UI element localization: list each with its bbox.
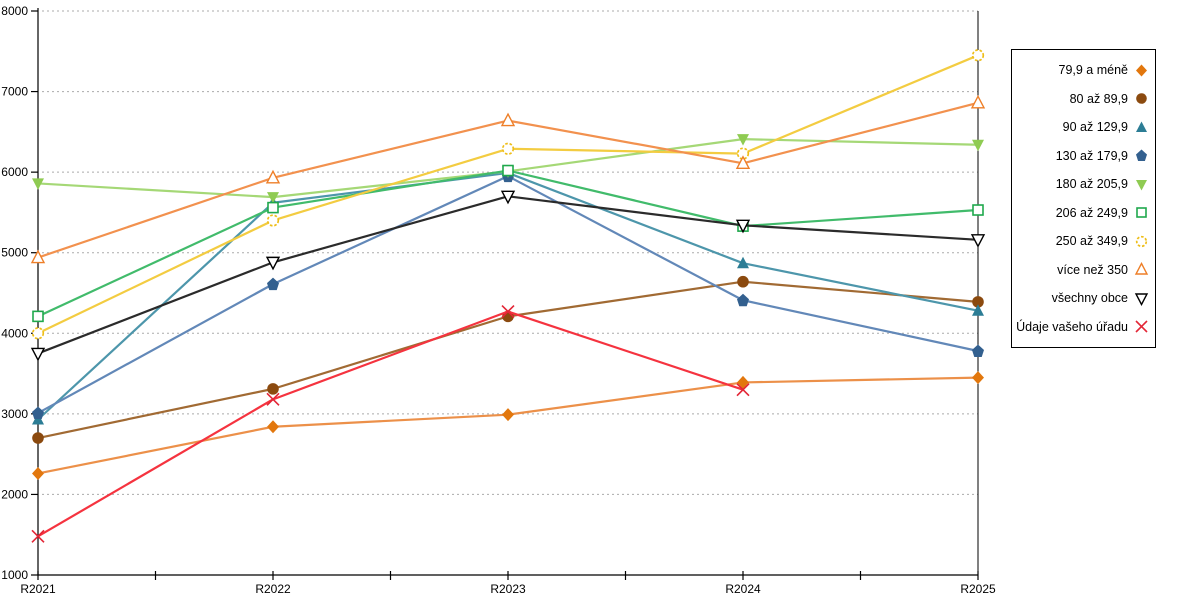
series-6: [31, 49, 985, 340]
series-line: [37, 175, 979, 415]
triangle-down-filled-legend-icon: [1136, 179, 1147, 191]
y-axis: 1000 2000 3000 4000 5000 6000 7000 8000: [1, 4, 38, 582]
y-tick-label: 1000: [1, 568, 28, 582]
series-line: [37, 376, 979, 475]
circle-open-dashed-legend-icon: [1135, 235, 1148, 247]
series-8: [30, 190, 986, 362]
legend-item: 90 až 129,9: [1016, 120, 1149, 135]
legend-item-label: 80 až 89,9: [1069, 91, 1128, 106]
x-tick-label: R2022: [255, 582, 291, 596]
y-tick-label: 3000: [1, 407, 28, 421]
y-tick-label: 6000: [1, 165, 28, 179]
triangle-up-open-legend-icon: [1134, 262, 1149, 275]
legend-item: 250 až 349,9: [1016, 234, 1149, 249]
legend-item-label: 250 až 349,9: [1055, 234, 1128, 249]
legend-item-label: všechny obce: [1051, 291, 1128, 306]
x-tick-label: R2021: [20, 582, 56, 596]
triangle-up-filled-legend-icon: [1136, 121, 1147, 132]
y-tick-label: 7000: [1, 85, 28, 99]
y-tick-label: 8000: [1, 4, 28, 18]
y-tick-label: 4000: [1, 326, 28, 340]
x-tick-label: R2023: [490, 582, 526, 596]
legend-item-label: více než 350: [1057, 262, 1128, 277]
series-9: [31, 304, 750, 543]
legend-item-label: 90 až 129,9: [1062, 120, 1128, 135]
triangle-down-open-legend-icon: [1134, 293, 1149, 306]
x-axis: R2021 R2022 R2023 R2024 R2025: [20, 571, 996, 596]
legend-item: 80 až 89,9: [1016, 91, 1149, 106]
x-tick-label: R2025: [960, 582, 996, 596]
pentagon-filled-legend-icon: [1136, 149, 1147, 162]
gridlines: [42, 10, 978, 495]
series-2: [32, 166, 984, 425]
legend-item-label: 79,9 a méně: [1058, 63, 1129, 78]
series-5: [32, 164, 984, 323]
x-legend-icon: [1135, 320, 1148, 333]
y-tick-label: 5000: [1, 246, 28, 260]
legend-item: 79,9 a méně: [1016, 63, 1149, 78]
series-line: [37, 310, 744, 538]
legend-item: všechny obce: [1016, 291, 1149, 306]
legend-item: 206 až 249,9: [1016, 205, 1149, 220]
legend-item: Údaje vašeho úřadu: [1016, 319, 1149, 334]
legend-item-label: 206 až 249,9: [1055, 205, 1128, 220]
series-7: [30, 94, 986, 264]
legend-item-label: 130 až 179,9: [1055, 148, 1128, 163]
legend-item: 130 až 179,9: [1016, 148, 1149, 163]
series-0: [32, 371, 984, 480]
circle-filled-legend-icon: [1136, 93, 1147, 105]
legend-item-label: Údaje vašeho úřadu: [1016, 319, 1128, 334]
legend-item: více než 350: [1016, 262, 1149, 277]
legend: 79,9 a méně 80 až 89,9 90 až 129,9 130 až 1…: [1011, 49, 1156, 348]
axes: [37, 8, 979, 576]
legend-item-label: 180 až 205,9: [1055, 177, 1128, 192]
legend-item: 180 až 205,9: [1016, 177, 1149, 192]
diamond-filled-legend-icon: [1136, 64, 1147, 77]
square-open-legend-icon: [1136, 207, 1147, 219]
y-tick-label: 2000: [1, 487, 28, 501]
x-tick-label: R2024: [725, 582, 761, 596]
